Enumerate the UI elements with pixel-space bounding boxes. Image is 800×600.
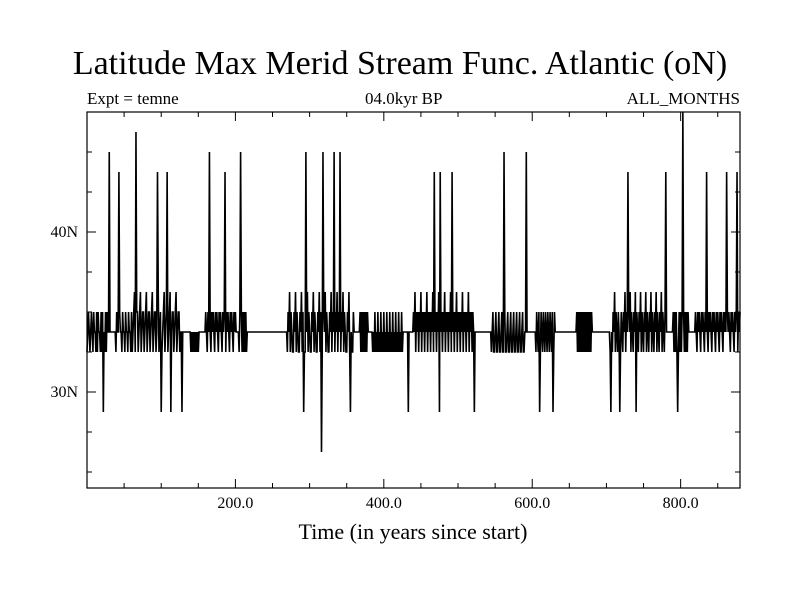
series-line xyxy=(86,111,741,453)
experiment-label: Expt = temne xyxy=(87,89,179,108)
chart-title: Latitude Max Merid Stream Func. Atlantic… xyxy=(72,45,728,82)
axis-ticks xyxy=(87,111,740,488)
x-tick-labels: 200.0 400.0 600.0 800.0 xyxy=(217,495,698,512)
plot-frame xyxy=(86,111,741,489)
x-tick-label: 600.0 xyxy=(514,495,550,512)
months-label: ALL_MONTHS xyxy=(626,89,740,108)
y-tick-label: 30N xyxy=(50,384,78,401)
x-tick-label: 800.0 xyxy=(663,495,699,512)
x-tick-label: 200.0 xyxy=(217,495,253,512)
period-label: 04.0kyr BP xyxy=(365,89,443,108)
y-tick-label: 40N xyxy=(50,224,78,241)
x-tick-label: 400.0 xyxy=(366,495,402,512)
x-axis-label: Time (in years since start) xyxy=(298,519,528,544)
y-tick-labels: 30N 40N xyxy=(50,224,78,401)
